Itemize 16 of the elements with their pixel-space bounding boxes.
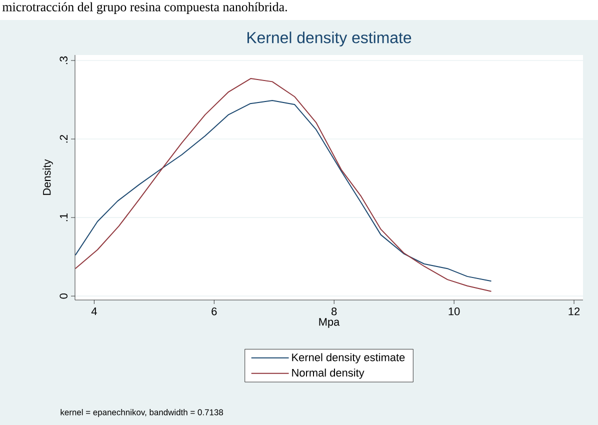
x-axis-title: Mpa [319, 318, 340, 328]
x-tick-label: 12 [568, 308, 580, 316]
text: microtracción del grupo resina compuesta nanohíbrida. [2, 2, 287, 14]
x-tick-label: 10 [448, 308, 460, 316]
y-tick-label: 0 [60, 293, 68, 299]
legend-label: Normal density [292, 368, 364, 379]
x-tick-label: 6 [212, 308, 217, 316]
chart-title: Kernel density estimate [247, 32, 412, 46]
x-tick-label: 4 [91, 308, 97, 316]
y-tick-label: .1 [60, 214, 68, 222]
y-tick-label: .2 [60, 134, 68, 143]
y-tick-label: .3 [60, 56, 68, 64]
legend-label: Kernel density estimate [292, 353, 405, 364]
x-tick-label: 8 [332, 308, 337, 316]
text: kernel = epanechnikov, bandwidth = 0.7138 [60, 409, 224, 417]
y-axis-title: Density [42, 159, 53, 195]
